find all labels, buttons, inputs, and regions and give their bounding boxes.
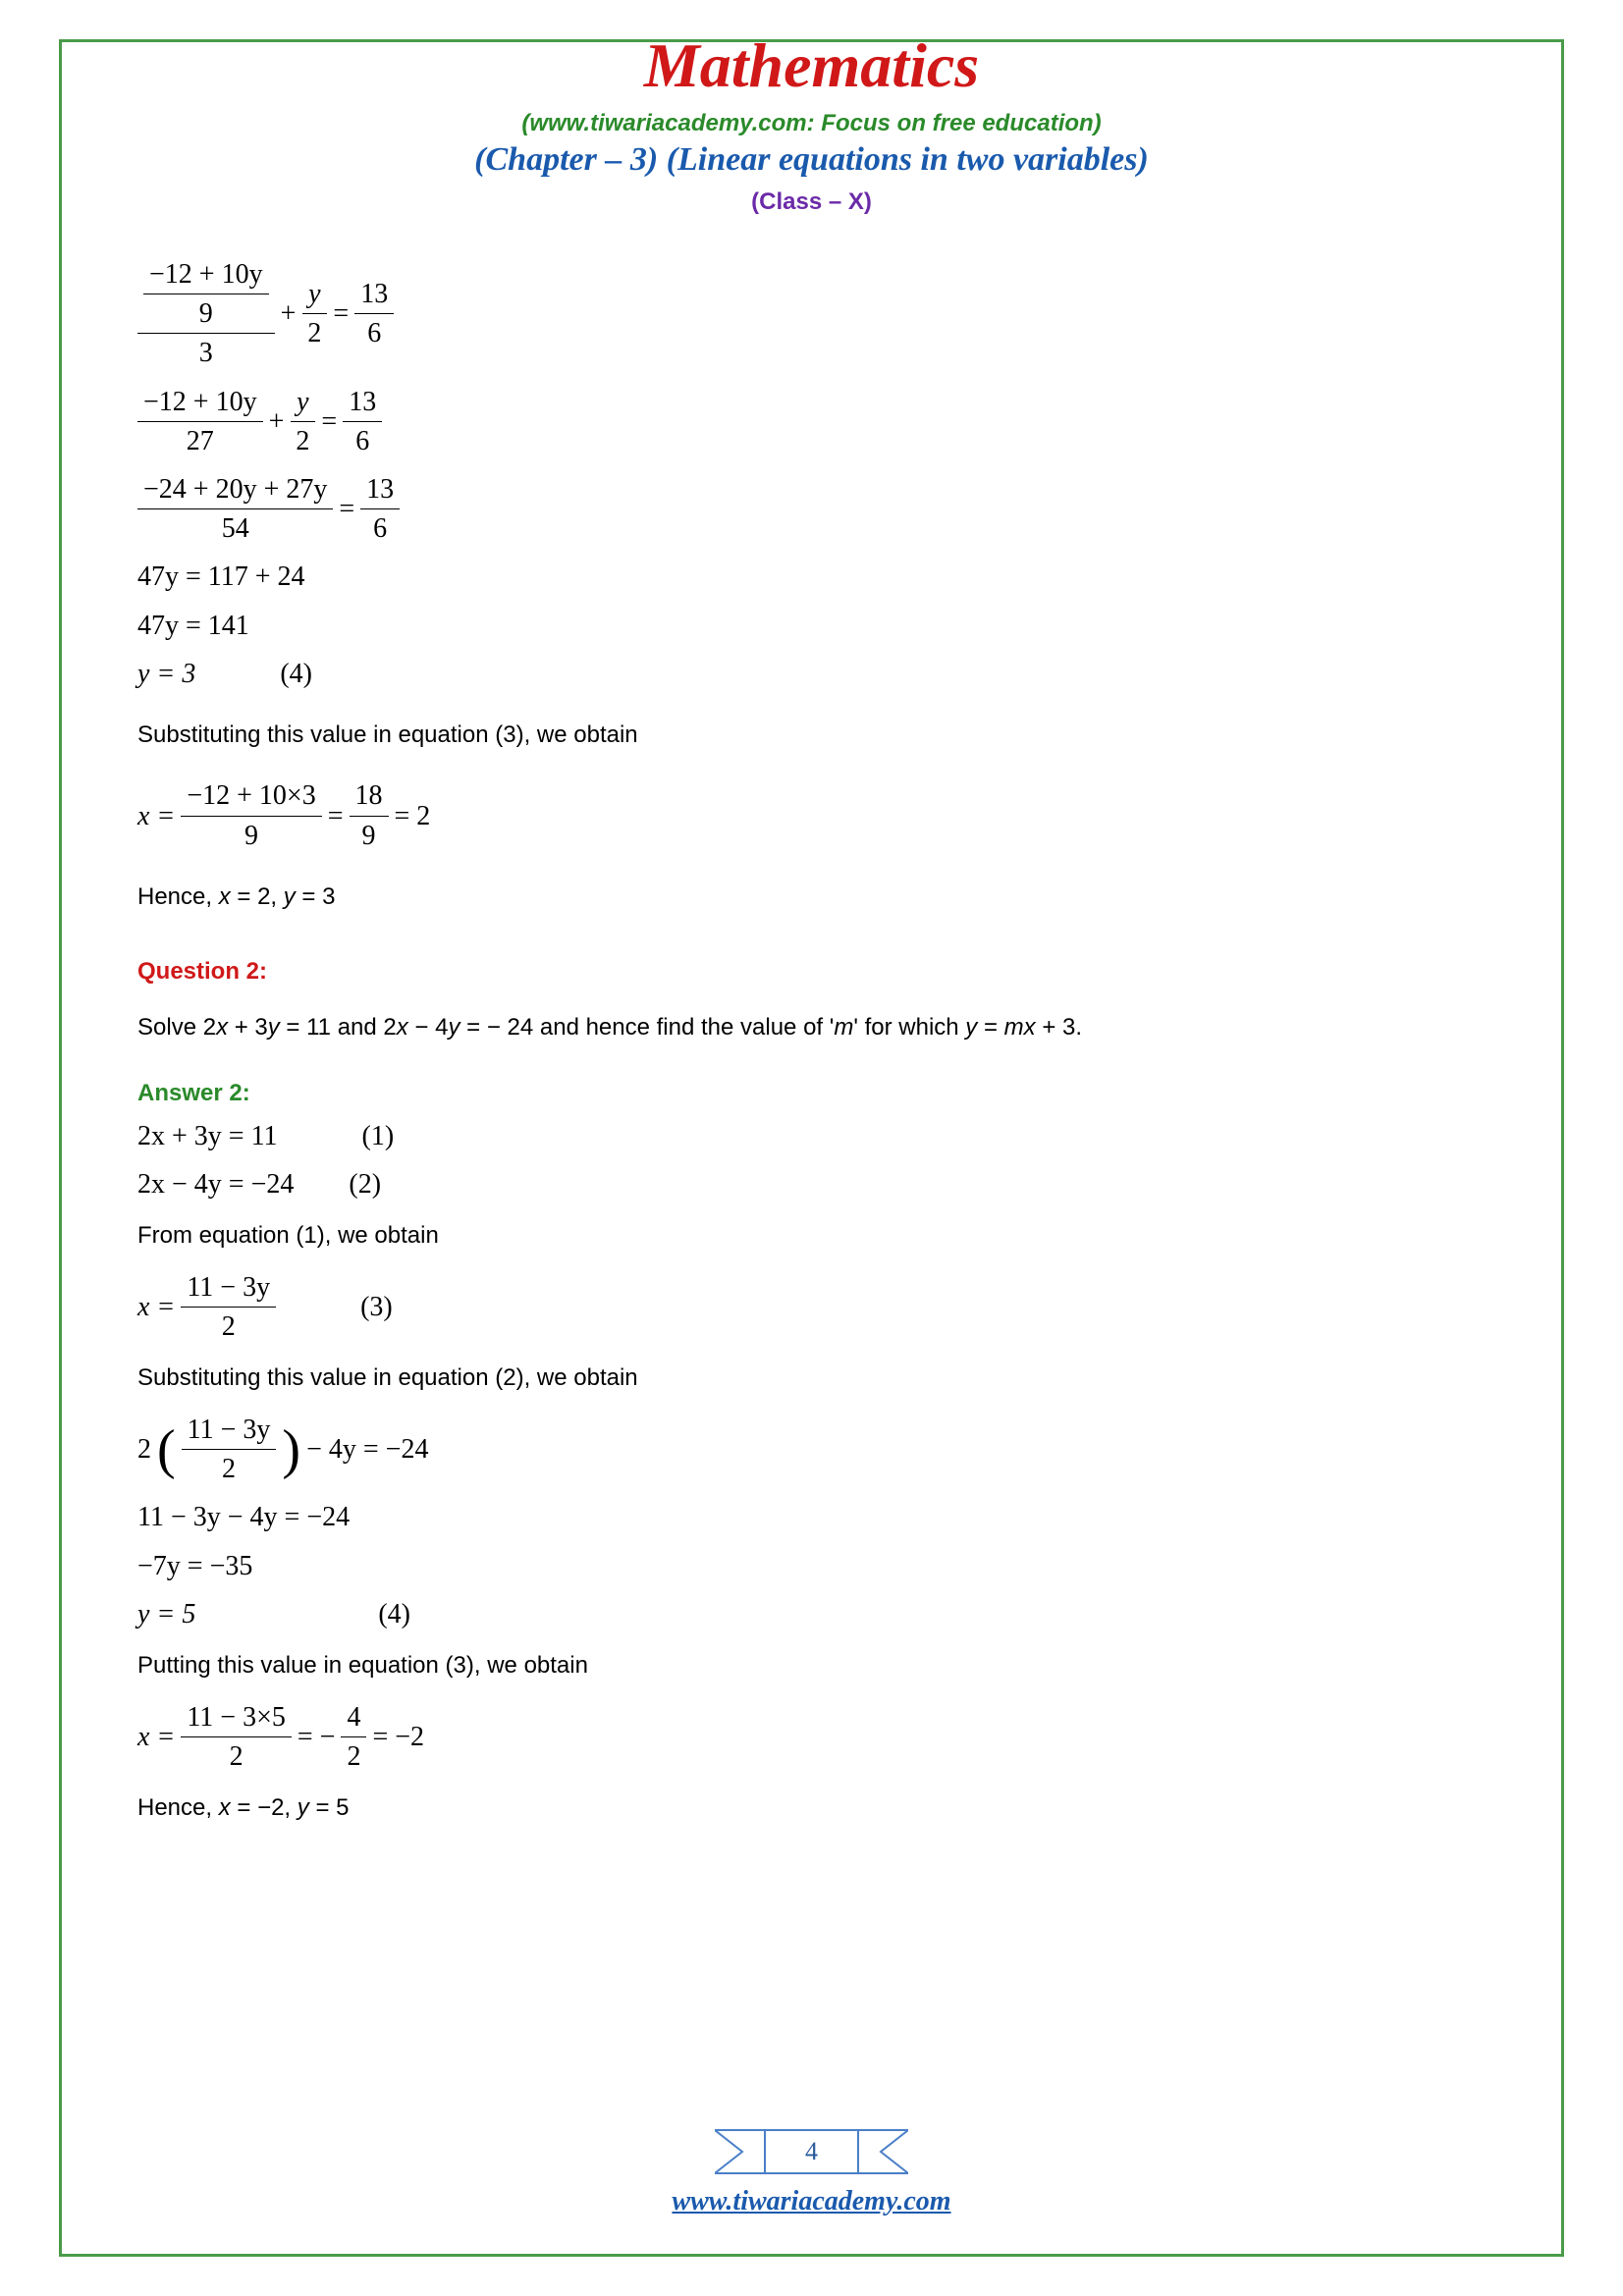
ribbon-right-icon: [859, 2129, 908, 2174]
ribbon-left-icon: [715, 2129, 764, 2174]
page-number: 4: [805, 2137, 818, 2165]
page-number-box: 4: [764, 2129, 859, 2174]
footer-url: www.tiwariacademy.com: [0, 2186, 1623, 2217]
page-footer: 4 www.tiwariacademy.com: [0, 2129, 1623, 2217]
page-border: [59, 39, 1564, 2257]
